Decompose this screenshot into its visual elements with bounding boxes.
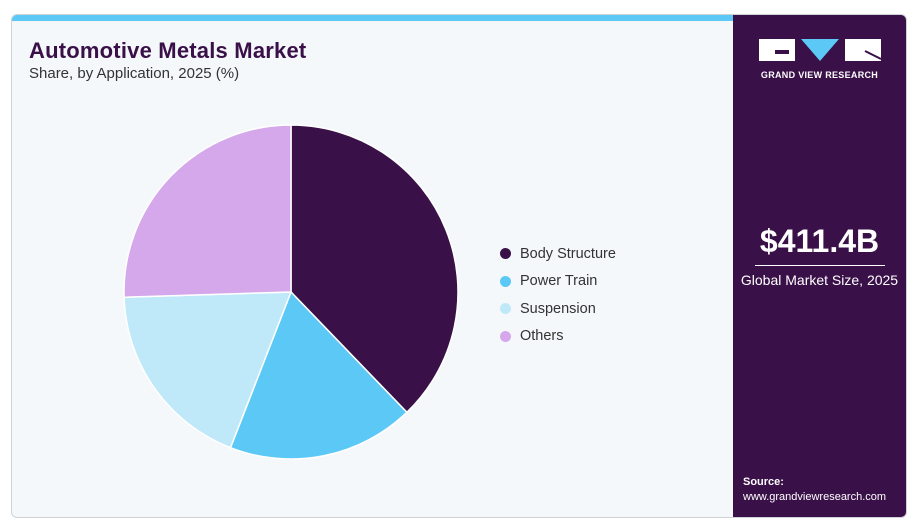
divider xyxy=(755,265,885,266)
legend-label: Body Structure xyxy=(520,245,616,262)
chart-card: Automotive Metals Market Share, by Appli… xyxy=(11,14,907,518)
source-label: Source: xyxy=(743,476,784,488)
chart-subtitle: Share, by Application, 2025 (%) xyxy=(29,65,240,82)
pie-slice-power-train xyxy=(229,290,408,460)
source-link[interactable]: www.grandviewresearch.com xyxy=(743,491,887,503)
pie-slice-others xyxy=(123,124,292,299)
market-size-label: Global Market Size, 2025 xyxy=(740,272,899,288)
legend-label: Power Train xyxy=(520,273,598,290)
legend: Body Structure Power Train Suspension Other… xyxy=(500,240,616,350)
legend-item: Power Train xyxy=(500,268,616,296)
chart-title: Automotive Metals Market xyxy=(29,38,307,63)
pie-slice-suspension xyxy=(123,291,293,449)
legend-swatch xyxy=(500,248,511,260)
pie-chart xyxy=(123,124,459,460)
legend-swatch xyxy=(500,303,511,315)
legend-item: Body Structure xyxy=(500,240,616,268)
pie-slice-body-structure xyxy=(290,124,459,414)
accent-bar xyxy=(12,15,733,21)
legend-swatch xyxy=(500,330,511,342)
grand-view-research-logo xyxy=(759,39,881,61)
legend-label: Others xyxy=(520,328,564,345)
legend-label: Suspension xyxy=(520,300,596,317)
legend-swatch xyxy=(500,275,511,287)
brand-name: GRAND VIEW RESEARCH xyxy=(760,70,879,80)
legend-item: Others xyxy=(500,323,616,351)
legend-item: Suspension xyxy=(500,295,616,323)
source: Source: www.grandviewresearch.com xyxy=(743,475,886,505)
side-panel: GRAND VIEW RESEARCH $411.4B Global Marke… xyxy=(733,15,906,517)
market-size-value: $411.4B xyxy=(759,223,880,259)
